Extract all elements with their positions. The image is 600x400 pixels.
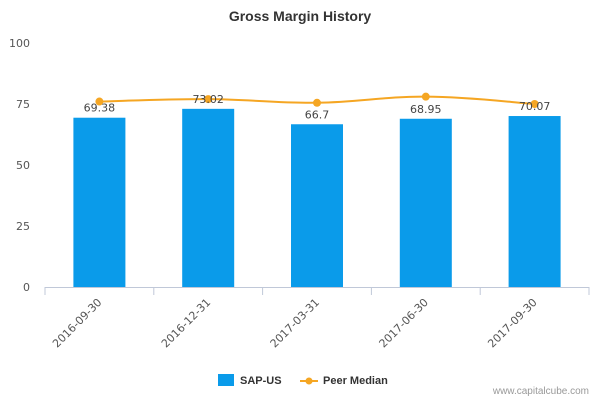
legend-marker-peer-median[interactable]: [305, 377, 313, 385]
y-tick-label: 75: [16, 98, 30, 111]
bar-series: [73, 108, 561, 288]
peer-median-point[interactable]: [313, 98, 321, 107]
data-labels: 69.38 73.02 66.7 68.95 70.07: [84, 93, 551, 121]
peer-median-point[interactable]: [530, 100, 539, 108]
x-axis: 2016-09-30 2016-12-31 2017-03-31 2017-06-30…: [44, 287, 590, 350]
peer-median-point[interactable]: [95, 97, 104, 106]
bar-sap-us[interactable]: [291, 124, 343, 287]
x-tick-label: 2016-12-31: [159, 296, 213, 350]
y-tick-label: 0: [23, 281, 30, 294]
y-tick-label: 50: [16, 159, 30, 172]
chart-title: Gross Margin History: [229, 8, 372, 24]
bar-sap-us[interactable]: [508, 116, 561, 287]
bar-data-label: 70.07: [519, 100, 551, 113]
bar-data-label: 68.95: [410, 103, 442, 116]
y-tick-label: 100: [9, 37, 30, 50]
bar-data-label: 66.7: [305, 108, 330, 121]
bar-data-label: 73.02: [192, 93, 224, 106]
legend-label-peer-median[interactable]: Peer Median: [323, 375, 388, 387]
bar-sap-us[interactable]: [399, 118, 452, 288]
peer-median-point[interactable]: [421, 92, 430, 101]
x-tick-label: 2017-06-30: [377, 296, 431, 350]
bar-sap-us[interactable]: [182, 108, 235, 287]
legend[interactable]: SAP-US Peer Median: [218, 374, 388, 387]
source-credit: www.capitalcube.com: [492, 386, 589, 397]
y-tick-label: 25: [16, 220, 30, 233]
bar-data-label: 69.38: [84, 102, 116, 115]
peer-median-series: [95, 92, 539, 108]
peer-median-point[interactable]: [204, 95, 213, 104]
x-tick-label: 2016-09-30: [50, 296, 104, 350]
y-axis: 0 25 50 75 100: [9, 37, 30, 294]
x-tick-label: 2017-03-31: [268, 296, 322, 350]
legend-swatch-sap-us[interactable]: [218, 374, 234, 386]
legend-label-sap-us[interactable]: SAP-US: [240, 375, 282, 387]
bar-sap-us[interactable]: [73, 117, 126, 287]
x-tick-label: 2017-09-30: [485, 296, 539, 350]
